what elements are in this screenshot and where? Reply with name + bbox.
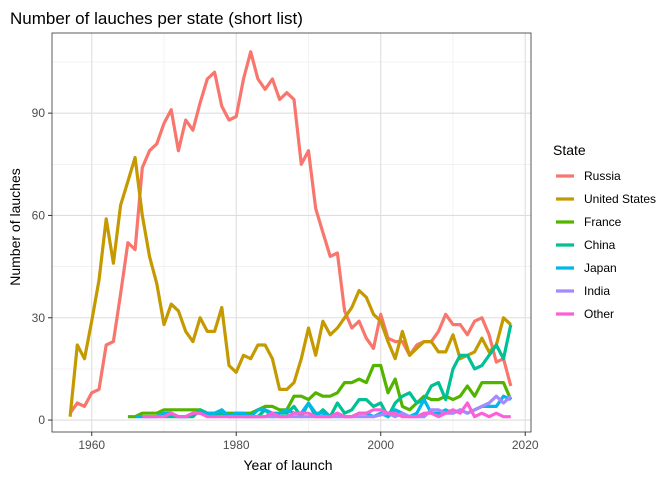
y-axis-title: Number of lauches — [7, 168, 23, 286]
legend-label-china: China — [584, 238, 616, 252]
y-axis-ticks: 0 30 60 90 — [32, 106, 52, 427]
y-tick-label: 60 — [32, 208, 46, 222]
legend-label-united-states: United States — [584, 192, 656, 206]
legend-label-india: India — [584, 284, 610, 298]
x-axis-ticks: 1960 1980 2000 2020 — [78, 432, 539, 452]
x-axis-title: Year of launch — [244, 457, 333, 473]
x-tick-label: 1980 — [223, 438, 250, 452]
series-lines — [68, 50, 513, 419]
y-tick-label: 90 — [32, 106, 46, 120]
legend-label-other: Other — [584, 307, 614, 321]
legend-label-france: France — [584, 215, 622, 229]
series-line-other — [142, 401, 511, 419]
plot-border — [51, 32, 532, 433]
chart-title: Number of lauches per state (short list) — [10, 9, 303, 28]
x-tick-label: 1960 — [78, 438, 105, 452]
series-line-china — [164, 324, 513, 419]
plot-panel — [52, 33, 531, 432]
legend-title: State — [553, 142, 586, 158]
legend: State Russia United States France China Japa… — [553, 142, 656, 321]
y-tick-label: 0 — [38, 413, 45, 427]
series-line-united-states — [68, 155, 512, 417]
x-tick-label: 2000 — [367, 438, 394, 452]
legend-label-japan: Japan — [584, 261, 617, 275]
x-tick-label: 2020 — [512, 438, 539, 452]
legend-items: Russia United States France China Japan India… — [556, 169, 656, 321]
legend-label-russia: Russia — [584, 169, 621, 183]
y-tick-label: 30 — [32, 311, 46, 325]
series-line-russia — [68, 50, 513, 415]
